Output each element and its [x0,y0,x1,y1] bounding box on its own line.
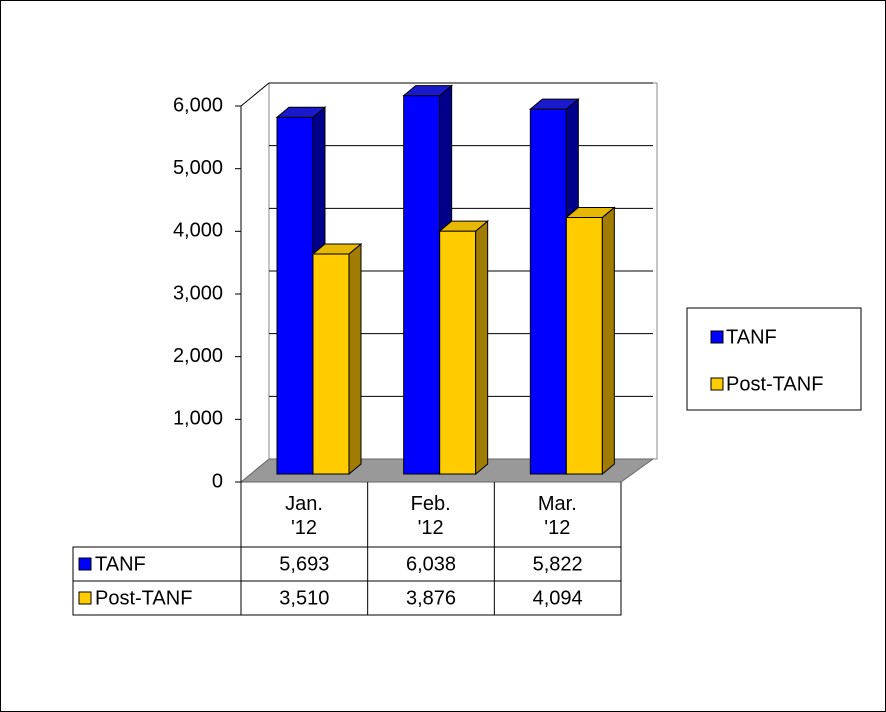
y-tick-label: 3,000 [173,282,223,304]
table-series-label: Post-TANF [95,587,192,609]
bar-side [348,242,362,476]
bar-top [438,220,490,232]
table-value: 3,876 [406,587,456,609]
legend-key [710,377,724,391]
bar [565,216,603,475]
side-wall-top [240,82,270,107]
bar-top [275,106,327,118]
table-value: 5,693 [279,553,329,575]
table-value: 6,038 [406,553,456,575]
legend-box [686,307,862,411]
bar [529,108,567,475]
legend-label: TANF [726,326,777,348]
category-label: Mar. '12 [537,493,577,539]
table-key [78,557,92,571]
bar [276,116,314,475]
bar [312,253,350,475]
table-value: 5,822 [533,553,583,575]
y-tick-label: 4,000 [173,220,223,242]
legend-label: Post-TANF [726,373,823,395]
bar [439,230,477,475]
table-value: 4,094 [533,587,583,609]
table-key [78,591,92,605]
y-tick-label: 5,000 [173,157,223,179]
bar [403,95,441,475]
bar-top [402,85,454,97]
category-label: Feb. '12 [410,493,451,539]
legend-key [710,330,724,344]
y-tick-label: 0 [212,470,223,492]
category-label: Jan. '12 [285,493,323,539]
bar-top [311,243,363,255]
table-value: 3,510 [279,587,329,609]
y-tick-label: 2,000 [173,345,223,367]
bar-side [475,220,489,476]
y-tick-label: 1,000 [173,408,223,430]
table-series-label: TANF [95,553,146,575]
bar-top [564,206,616,218]
y-tick-label: 6,000 [173,94,223,116]
bar-top [528,98,580,110]
bar-side [601,206,615,476]
